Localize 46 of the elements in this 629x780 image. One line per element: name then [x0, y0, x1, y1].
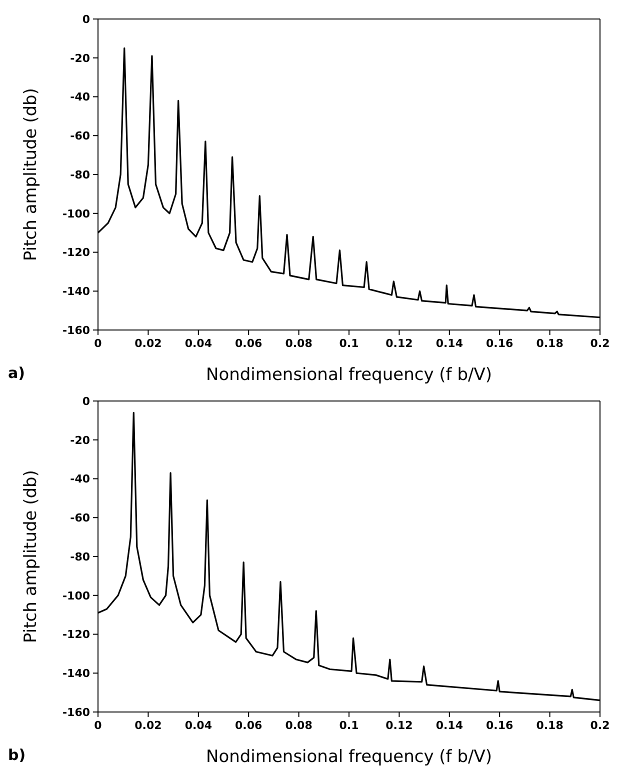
y-tick-label: -100 — [62, 207, 90, 220]
x-tick-label: 0.18 — [536, 718, 564, 732]
y-tick-label: 0 — [82, 394, 90, 408]
y-tick-label: -140 — [62, 285, 90, 298]
x-tick-label: 0.02 — [134, 718, 162, 732]
x-tick-label: 0.08 — [285, 336, 312, 350]
x-tick-label: 0.18 — [536, 336, 564, 350]
x-tick-label: 0.04 — [184, 718, 212, 732]
x-axis-title: Nondimensional frequency (f b/V) — [206, 747, 492, 767]
text: b) — [8, 746, 26, 764]
x-tick-label: 0.06 — [235, 336, 263, 350]
x-tick-label: 0.02 — [134, 336, 162, 350]
x-tick-label: 0 — [94, 336, 102, 350]
x-tick-label: 0.12 — [386, 336, 413, 350]
x-axis-title: Nondimensional frequency (f b/V) — [206, 365, 492, 385]
x-tick-label: 0.2 — [590, 718, 610, 732]
y-tick-label: -120 — [62, 246, 90, 260]
y-axis-title: Pitch amplitude (db) — [21, 470, 42, 643]
x-tick-label: 0.2 — [590, 336, 610, 350]
y-tick-label: -160 — [62, 324, 90, 337]
y-tick-label: -140 — [62, 667, 90, 680]
x-tick-label: 0.04 — [184, 336, 212, 350]
y-tick-label: -20 — [70, 52, 90, 65]
y-tick-label: -40 — [70, 90, 90, 104]
x-tick-label: 0.14 — [436, 336, 464, 350]
y-tick-label: -120 — [62, 628, 90, 642]
y-axis-title: Pitch amplitude (db) — [21, 88, 42, 261]
y-tick-label: -160 — [62, 706, 90, 719]
x-tick-label: 0.16 — [486, 336, 514, 350]
y-tick-label: -80 — [70, 550, 90, 564]
x-tick-label: 0 — [94, 718, 102, 732]
x-tick-label: 0.12 — [386, 718, 413, 732]
x-tick-label: 0.1 — [339, 336, 359, 350]
y-tick-label: 0 — [82, 12, 90, 26]
x-tick-label: 0.16 — [486, 718, 514, 732]
y-tick-label: -20 — [70, 434, 90, 447]
y-tick-label: -40 — [70, 472, 90, 486]
x-tick-label: 0.1 — [339, 718, 359, 732]
y-tick-label: -80 — [70, 168, 90, 182]
x-tick-label: 0.08 — [285, 718, 312, 732]
y-tick-label: -100 — [62, 589, 90, 602]
text: a) — [8, 364, 25, 382]
y-tick-label: -60 — [70, 512, 90, 525]
y-tick-label: -60 — [70, 130, 90, 143]
x-tick-label: 0.14 — [436, 718, 464, 732]
x-tick-label: 0.06 — [235, 718, 263, 732]
